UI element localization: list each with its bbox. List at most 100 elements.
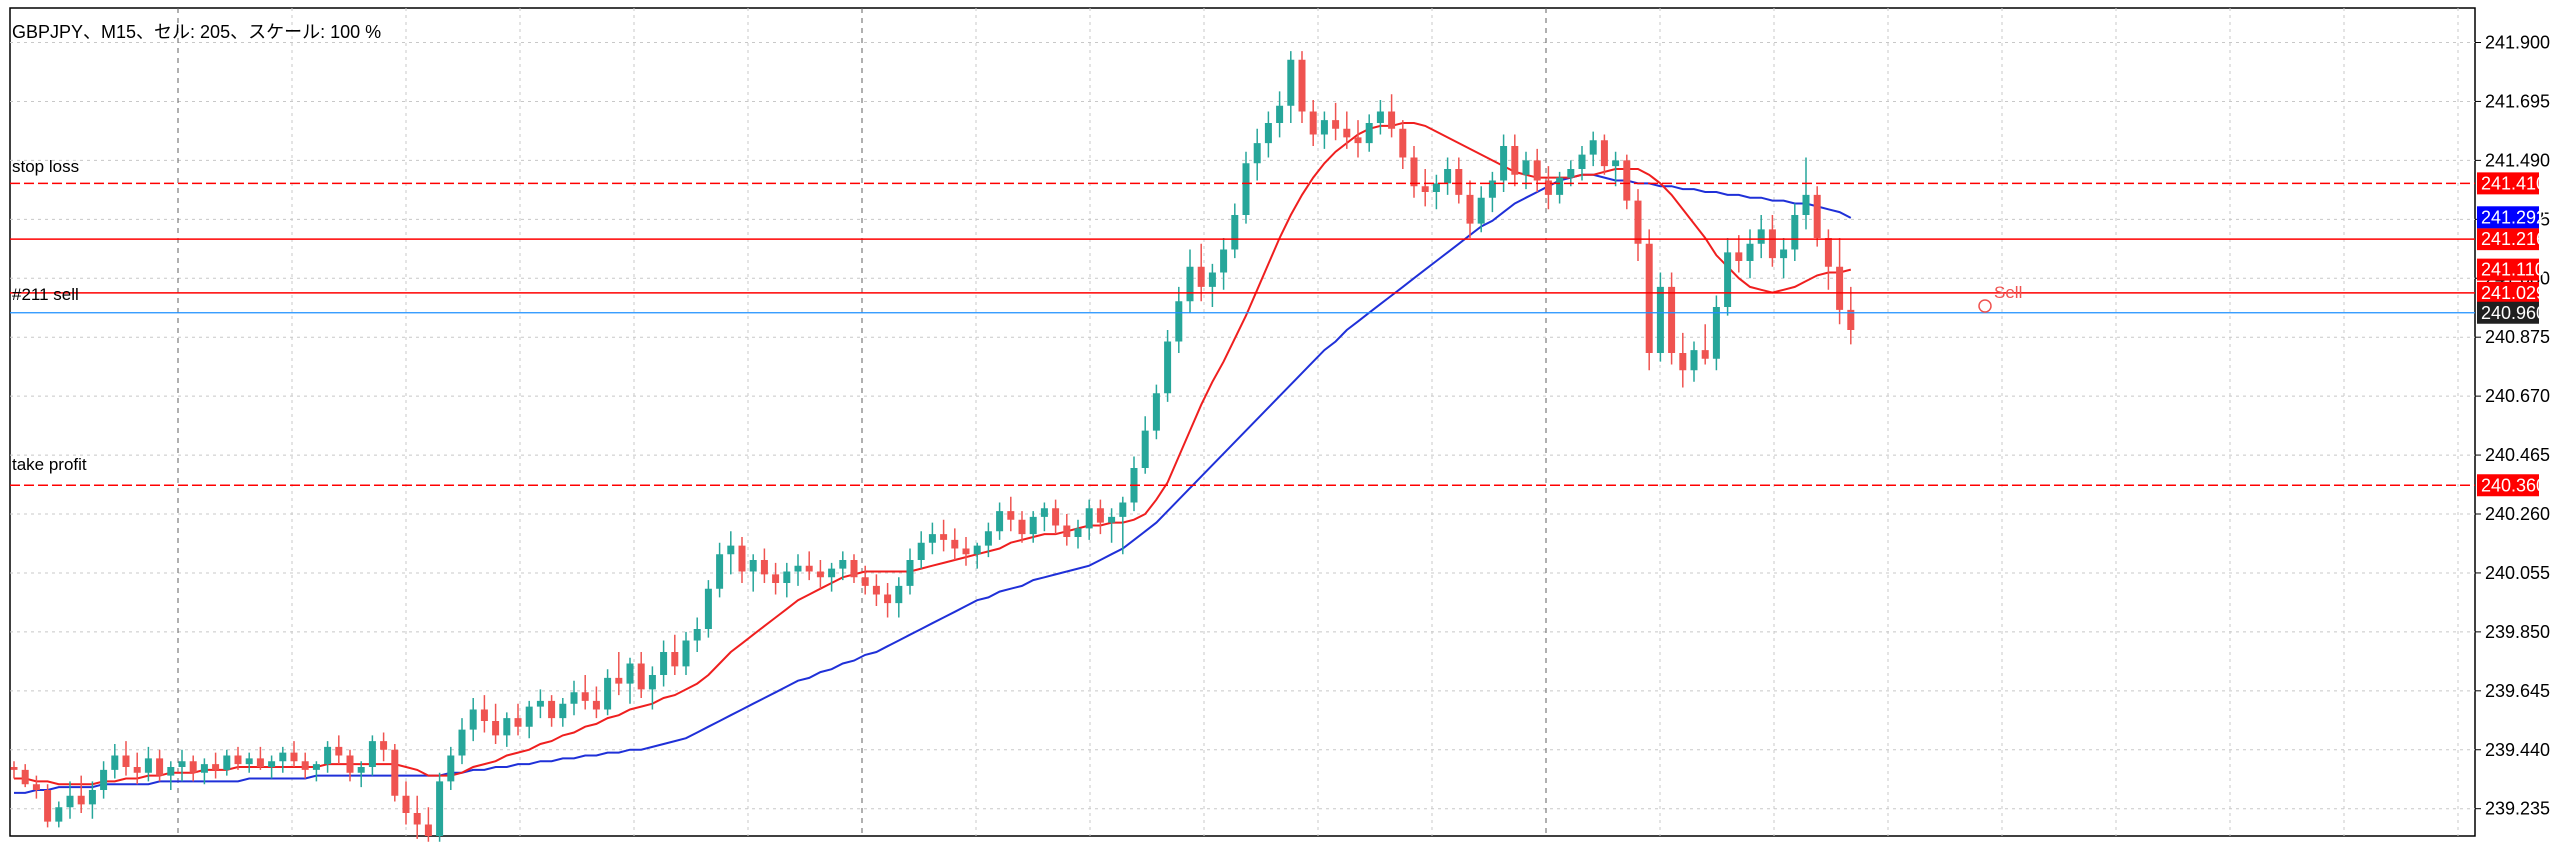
candle[interactable] <box>1668 272 1676 365</box>
candle[interactable] <box>480 695 488 733</box>
candle[interactable] <box>1085 499 1093 540</box>
candle[interactable] <box>828 562 836 592</box>
candle[interactable] <box>44 784 52 828</box>
candle[interactable] <box>380 732 388 762</box>
candle[interactable] <box>940 519 948 552</box>
candle[interactable] <box>1152 384 1160 440</box>
candle[interactable] <box>749 554 757 592</box>
candle[interactable] <box>436 772 444 842</box>
candle[interactable] <box>738 537 746 583</box>
candle[interactable] <box>760 548 768 584</box>
candle[interactable] <box>1847 286 1855 345</box>
candle[interactable] <box>167 761 175 790</box>
candle[interactable] <box>1567 160 1575 187</box>
candle[interactable] <box>1690 341 1698 382</box>
candle[interactable] <box>189 755 197 782</box>
candle[interactable] <box>839 551 847 581</box>
candle[interactable] <box>335 735 343 765</box>
candle[interactable] <box>178 749 186 782</box>
candle[interactable] <box>1802 157 1810 230</box>
candle[interactable] <box>872 574 880 606</box>
candle[interactable] <box>88 781 96 819</box>
candle[interactable] <box>66 781 74 819</box>
candle[interactable] <box>850 554 858 583</box>
candle[interactable] <box>391 744 399 802</box>
candle[interactable] <box>1612 151 1620 187</box>
candle[interactable] <box>1444 157 1452 195</box>
price-axis[interactable]: 241.900241.695241.490241.285241.080240.8… <box>2475 33 2550 819</box>
candle[interactable] <box>1242 151 1250 224</box>
candle[interactable] <box>1511 134 1519 187</box>
candle[interactable] <box>682 631 690 675</box>
candle[interactable] <box>1701 324 1709 365</box>
candle[interactable] <box>1746 229 1754 279</box>
candle[interactable] <box>1119 496 1127 555</box>
candle[interactable] <box>1399 120 1407 169</box>
candle[interactable] <box>1768 215 1776 267</box>
candle[interactable] <box>1007 496 1015 532</box>
candle[interactable] <box>1656 272 1664 362</box>
candle[interactable] <box>536 689 544 719</box>
candle[interactable] <box>906 548 914 595</box>
candle[interactable] <box>917 531 925 569</box>
candle[interactable] <box>1836 238 1844 325</box>
candle[interactable] <box>581 675 589 710</box>
candle[interactable] <box>861 565 869 595</box>
candle[interactable] <box>301 752 309 779</box>
candle[interactable] <box>1780 238 1788 279</box>
candle[interactable] <box>1455 157 1463 204</box>
candle[interactable] <box>144 746 152 782</box>
candle[interactable] <box>55 801 63 828</box>
candle[interactable] <box>727 531 735 575</box>
candle[interactable] <box>268 755 276 779</box>
candle[interactable] <box>525 700 533 739</box>
candle[interactable] <box>1735 235 1743 273</box>
candle[interactable] <box>1533 148 1541 192</box>
candle[interactable] <box>1365 114 1373 152</box>
candle[interactable] <box>1141 416 1149 474</box>
candle[interactable] <box>1712 295 1720 371</box>
candle[interactable] <box>794 554 802 586</box>
candle[interactable] <box>1208 263 1216 307</box>
candle[interactable] <box>1578 146 1586 181</box>
candle[interactable] <box>1724 238 1732 316</box>
candle[interactable] <box>1791 203 1799 262</box>
candle[interactable] <box>973 542 981 569</box>
candle[interactable] <box>1197 243 1205 302</box>
candle[interactable] <box>234 746 242 770</box>
candle[interactable] <box>928 522 936 555</box>
candle[interactable] <box>111 744 119 779</box>
candle[interactable] <box>346 749 354 782</box>
candle[interactable] <box>1343 111 1351 149</box>
candle[interactable] <box>32 775 40 799</box>
candle[interactable] <box>996 502 1004 540</box>
candle[interactable] <box>1600 134 1608 175</box>
candle[interactable] <box>1544 166 1552 210</box>
candle[interactable] <box>1432 174 1440 210</box>
candle[interactable] <box>626 657 634 704</box>
order-marker[interactable]: Sell <box>1978 283 2022 313</box>
candle[interactable] <box>984 522 992 558</box>
candle[interactable] <box>1063 514 1071 546</box>
candle[interactable] <box>693 617 701 653</box>
candle[interactable] <box>1589 131 1597 167</box>
candle[interactable] <box>884 583 892 618</box>
candle[interactable] <box>413 795 421 839</box>
candle[interactable] <box>100 761 108 799</box>
candle[interactable] <box>368 735 376 776</box>
candle[interactable] <box>1623 154 1631 210</box>
candle[interactable] <box>805 551 813 581</box>
candle[interactable] <box>1108 508 1116 543</box>
candle[interactable] <box>424 807 432 842</box>
candle[interactable] <box>648 666 656 710</box>
candle[interactable] <box>357 761 365 788</box>
candle[interactable] <box>212 752 220 779</box>
candle[interactable] <box>592 686 600 719</box>
candle[interactable] <box>312 761 320 782</box>
candle[interactable] <box>1175 286 1183 353</box>
candle[interactable] <box>1040 502 1048 532</box>
candle[interactable] <box>1477 186 1485 233</box>
candle[interactable] <box>1276 91 1284 138</box>
candle[interactable] <box>10 761 18 779</box>
candle[interactable] <box>503 712 511 747</box>
